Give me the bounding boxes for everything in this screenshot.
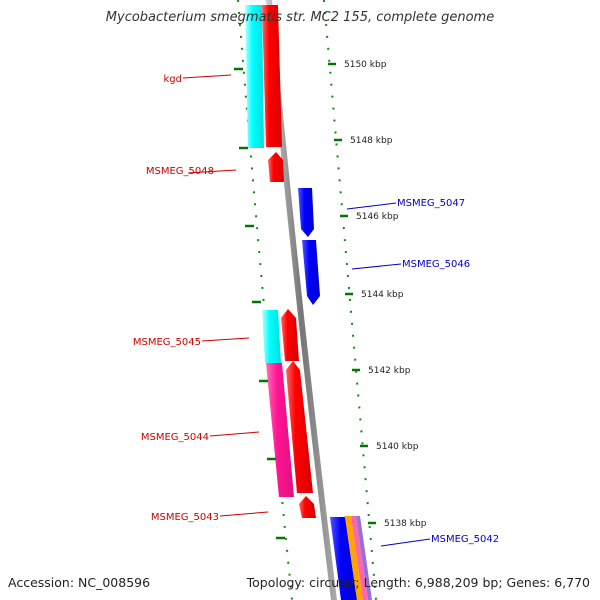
accession-text: Accession: NC_008596 xyxy=(8,575,151,590)
inner-guide-ring xyxy=(323,0,377,600)
gc-content-track-secondary xyxy=(356,516,372,600)
gene-MSMEG_5043[interactable] xyxy=(299,496,316,518)
gene-label-leader xyxy=(380,538,431,547)
gc-skew-track xyxy=(345,516,363,600)
gene-MSMEG_5045[interactable] xyxy=(281,309,299,361)
genome-backbone xyxy=(266,0,337,600)
gene-MSMEG_5048[interactable] xyxy=(268,152,284,182)
gene-MSMEG_5047[interactable] xyxy=(298,188,314,237)
gene-label-leader xyxy=(187,169,237,174)
gene-label-leader xyxy=(182,74,232,79)
tick-label: 5150 kbp xyxy=(344,60,387,70)
gc-content-track xyxy=(351,516,368,600)
tick-label: 5142 kbp xyxy=(368,366,411,376)
tick-label: 5138 kbp xyxy=(384,519,427,529)
gene-kgd[interactable] xyxy=(262,5,282,147)
genome-title: Mycobacterium smegmatis str. MC2 155, co… xyxy=(105,10,495,25)
gene-label-MSMEG_5048[interactable]: MSMEG_5048 xyxy=(146,166,214,177)
gene-label-kgd[interactable]: kgd xyxy=(164,74,183,85)
gene-label-MSMEG_5047[interactable]: MSMEG_5047 xyxy=(397,198,465,209)
gene-MSMEG_5045-cds[interactable] xyxy=(262,310,281,363)
scale-ticks: 5150 kbp 5148 kbp 5146 kbp 5144 kbp 5142 kbp… xyxy=(234,60,427,540)
gene-kgd-cds[interactable] xyxy=(245,5,264,148)
gene-label-MSMEG_5046[interactable]: MSMEG_5046 xyxy=(402,259,470,270)
tick-label: 5148 kbp xyxy=(350,136,393,146)
tick-label: 5144 kbp xyxy=(361,290,404,300)
gene-MSMEG_5044[interactable] xyxy=(286,361,313,493)
gene-label-MSMEG_5044[interactable]: MSMEG_5044 xyxy=(141,432,209,443)
gene-label-leader xyxy=(209,431,260,437)
genome-summary-text: Topology: circular; Length: 6,988,209 bp… xyxy=(246,575,590,590)
gene-label-leader xyxy=(219,511,269,517)
gene-labels: kgd MSMEG_5048 MSMEG_5047 MSMEG_5046 MSMEG_5… xyxy=(133,74,499,547)
outer-guide-ring xyxy=(237,0,293,600)
tick-label: 5140 kbp xyxy=(376,442,419,452)
tick-label: 5146 kbp xyxy=(356,212,399,222)
gene-label-MSMEG_5045[interactable]: MSMEG_5045 xyxy=(133,337,201,348)
gene-MSMEG_5044-cds[interactable] xyxy=(266,363,294,497)
gene-MSMEG_5046[interactable] xyxy=(302,240,320,305)
gene-label-leader xyxy=(346,202,397,210)
gene-label-leader xyxy=(201,337,250,342)
gene-label-leader xyxy=(351,263,402,270)
gene-MSMEG_5042[interactable] xyxy=(330,517,357,600)
gene-label-MSMEG_5043[interactable]: MSMEG_5043 xyxy=(151,512,219,523)
gene-label-MSMEG_5042[interactable]: MSMEG_5042 xyxy=(431,534,499,545)
